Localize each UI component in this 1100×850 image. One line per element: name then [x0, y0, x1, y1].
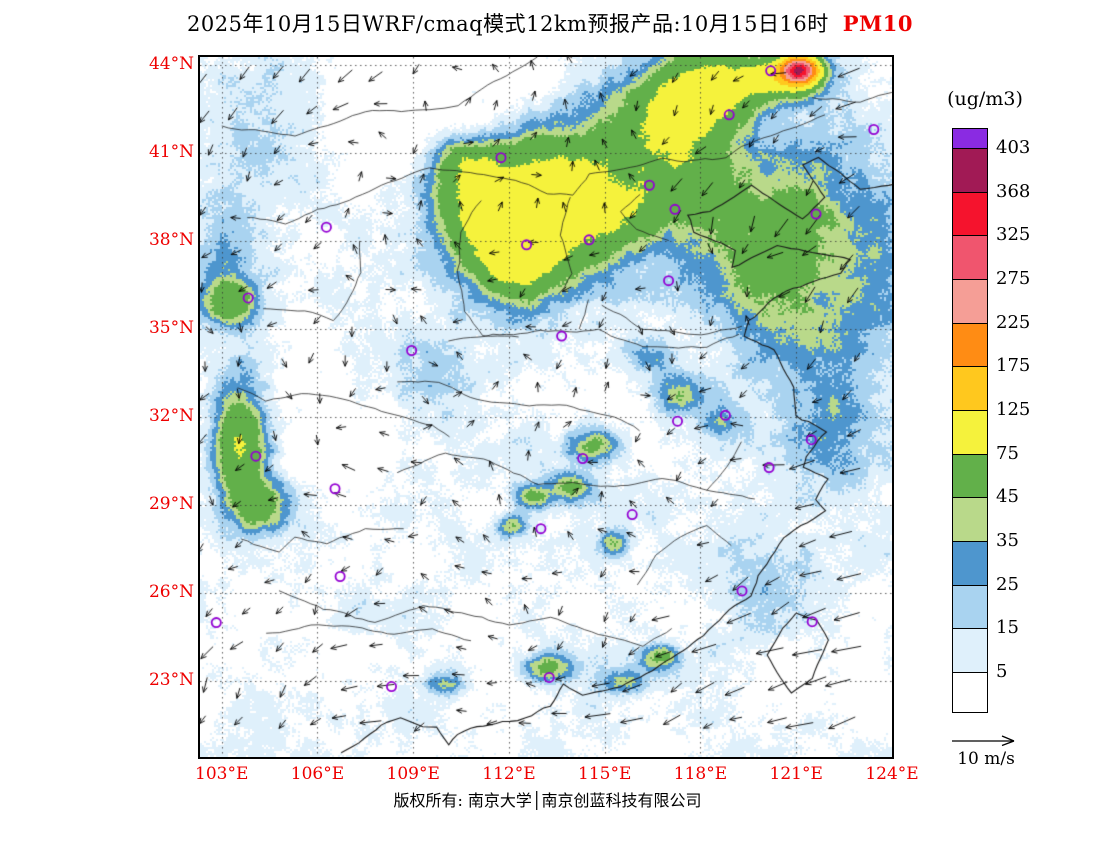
lon-axis-label: 112°E: [482, 764, 536, 784]
lon-axis-label: 106°E: [290, 764, 345, 784]
title-text: 2025年10月15日WRF/cmaq模式12km预报产品:10月15日16时: [187, 12, 829, 36]
lat-axis-label: 38°N: [148, 230, 194, 251]
colorbar-cell: [952, 410, 988, 455]
lon-axis-label: 118°E: [673, 764, 728, 784]
colorbar-cell: [952, 366, 988, 411]
lon-axis-label: 103°E: [195, 764, 249, 784]
lat-axis-label: 44°N: [148, 53, 194, 74]
colorbar-cell: [952, 279, 988, 324]
lon-axis-label: 115°E: [578, 764, 632, 784]
colorbar-cell: [952, 541, 988, 586]
colorbar-cell: [952, 322, 988, 368]
colorbar-level-label: 225: [996, 311, 1031, 333]
title-species-label: PM10: [842, 11, 913, 36]
lat-axis-label: 23°N: [148, 670, 194, 691]
lat-axis-label: 35°N: [148, 318, 194, 339]
lat-axis-label: 26°N: [148, 582, 194, 603]
lon-axis-label: 124°E: [865, 764, 919, 784]
colorbar-cell: [952, 148, 988, 193]
colorbar-level-label: 325: [996, 224, 1031, 246]
colorbar-level-label: 368: [996, 180, 1031, 202]
colorbar-cell: [952, 628, 988, 674]
colorbar-level-label: 75: [996, 442, 1019, 464]
lat-axis-label: 41°N: [148, 141, 194, 162]
colorbar-level-label: 125: [996, 399, 1031, 421]
colorbar-cell: [952, 584, 988, 630]
colorbar-cell: [952, 453, 988, 499]
lat-axis-label: 32°N: [148, 406, 194, 427]
map-frame: [198, 55, 894, 759]
colorbar-level-label: 5: [996, 661, 1008, 683]
colorbar-level-label: 403: [996, 137, 1031, 158]
lon-axis-label: 121°E: [769, 764, 823, 784]
copyright-footer: 版权所有: 南京大学│南京创蓝科技有限公司: [393, 791, 702, 810]
colorbar-level-label: 25: [996, 573, 1019, 595]
wind-scale-arrow-icon: [952, 735, 1015, 747]
colorbar-level-label: 175: [996, 355, 1031, 377]
page-title: 2025年10月15日WRF/cmaq模式12km预报产品:10月15日16时 P…: [160, 8, 940, 38]
colorbar-level-label: 275: [996, 268, 1031, 289]
wind-scale-label: 10 m/s: [957, 749, 1015, 769]
forecast-map-canvas: [200, 57, 892, 757]
lon-axis-label: 109°E: [386, 764, 440, 784]
colorbar-cell: [952, 128, 988, 149]
colorbar-level-label: 35: [996, 530, 1019, 552]
colorbar-cell: [952, 235, 988, 280]
colorbar-unit-label: (ug/m3): [947, 88, 1023, 110]
wind-scale-legend: 10 m/s: [938, 732, 1034, 769]
colorbar-cell: [952, 497, 988, 543]
lat-axis-label: 29°N: [148, 494, 194, 515]
colorbar-level-label: 15: [996, 617, 1019, 639]
colorbar-level-label: 45: [996, 486, 1019, 508]
colorbar-cell: [952, 191, 988, 237]
colorbar-cell: [952, 672, 988, 713]
